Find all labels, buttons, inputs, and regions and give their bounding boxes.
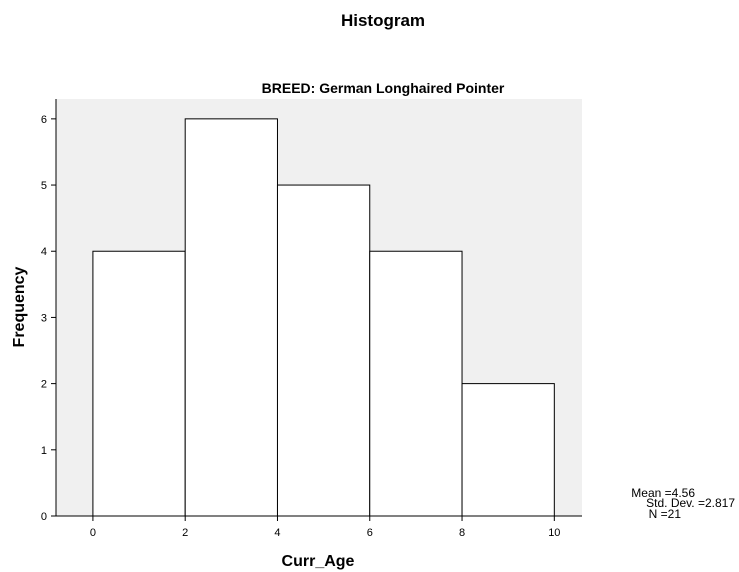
x-tick-label: 2 [182, 527, 188, 539]
y-tick-label: 3 [41, 312, 47, 324]
histogram-bar [369, 250, 463, 517]
histogram-bar [461, 383, 555, 517]
chart-title: Histogram [341, 11, 425, 30]
chart-subtitle: BREED: German Longhaired Pointer [262, 80, 505, 96]
histogram-bar [92, 250, 186, 517]
y-tick-label: 2 [41, 379, 47, 391]
x-tick-label: 8 [459, 527, 465, 539]
histogram-bars [92, 118, 555, 517]
y-tick-label: 0 [41, 511, 47, 523]
y-tick-label: 1 [41, 445, 47, 457]
histogram-bar [276, 184, 371, 517]
y-tick-label: 4 [41, 246, 47, 258]
stats-mean: Mean =4.56 [631, 486, 695, 500]
y-tick-label: 6 [41, 114, 47, 126]
x-axis-label: Curr_Age [282, 553, 355, 570]
x-tick-label: 4 [274, 527, 280, 539]
y-axis-ticks: 0 1 2 3 4 5 6 [41, 114, 56, 523]
histogram-bar [184, 118, 278, 517]
stats-std-dev: Std. Dev. =2.817 [646, 496, 735, 510]
x-axis-ticks: 0 2 4 6 8 10 [90, 516, 560, 539]
stats-n: N =21 [649, 507, 682, 521]
x-tick-label: 10 [548, 527, 560, 539]
x-tick-label: 0 [90, 527, 96, 539]
x-tick-label: 6 [367, 527, 373, 539]
y-tick-label: 5 [41, 180, 47, 192]
y-axis-label: Frequency [11, 266, 28, 347]
